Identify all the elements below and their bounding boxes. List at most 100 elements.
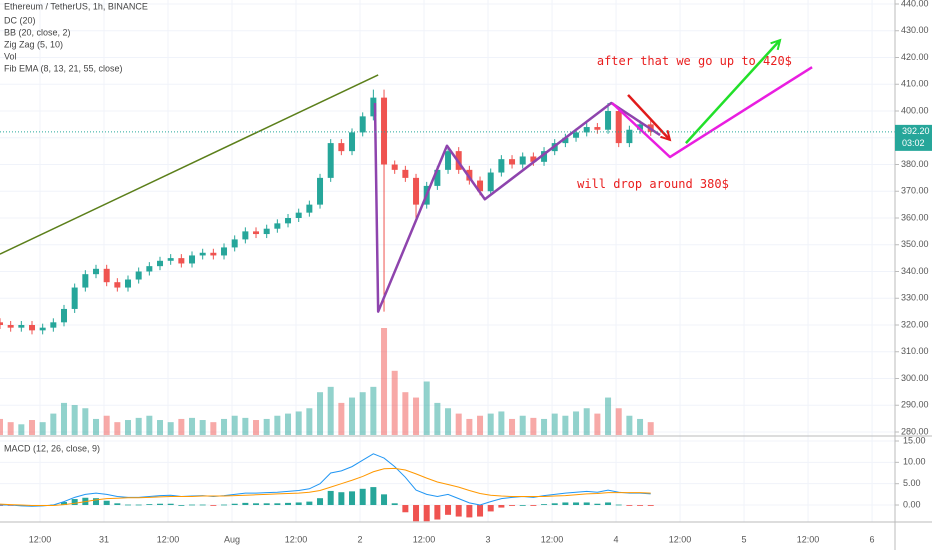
macd-histogram-bar (498, 505, 505, 508)
candle-body (477, 180, 484, 192)
candle-body (114, 282, 121, 288)
volume-bar (274, 415, 281, 435)
annotation: will drop around 380$ (577, 177, 729, 191)
macd-histogram-bar (157, 503, 164, 506)
volume-bar (551, 413, 558, 435)
volume-bar (647, 422, 654, 435)
macd-histogram-bar (519, 505, 526, 506)
volume-bar (29, 420, 36, 435)
volume-bar (231, 415, 238, 435)
macd-histogram-bar (626, 505, 633, 506)
macd-histogram-bar (295, 502, 302, 506)
volume-bar (167, 422, 174, 435)
macd-histogram-bar (135, 504, 142, 506)
x-tick-label: 12:00 (541, 534, 564, 544)
volume-bar (498, 411, 505, 435)
volume-bar (146, 415, 153, 435)
candle-body (413, 177, 420, 205)
macd-histogram-bar (327, 490, 334, 506)
candle-body (103, 268, 110, 283)
macd-histogram-bar (359, 488, 366, 506)
volume-bar (466, 418, 473, 435)
volume-bar (615, 408, 622, 435)
macd-histogram-bar (455, 505, 462, 517)
candle-body (466, 169, 473, 181)
y-tick-label: 290.00 (901, 400, 929, 410)
candle-body (605, 111, 612, 130)
volume-bar (178, 418, 185, 435)
candle-body (391, 164, 398, 170)
candle-body (317, 177, 324, 205)
last-price-label: 392.20 (902, 126, 930, 136)
y-tick-label: 320.00 (901, 319, 929, 329)
candle-body (167, 258, 174, 261)
volume-bar (114, 422, 121, 435)
candle-body (274, 223, 281, 229)
macd-histogram-bar (61, 502, 68, 506)
volume-bar (135, 417, 142, 435)
volume-bar (487, 413, 494, 435)
candle-body (125, 279, 132, 288)
volume-bar (295, 411, 302, 435)
x-tick-label: 12:00 (157, 534, 180, 544)
indicator-label: DC (20) (4, 15, 36, 25)
candle-body (285, 218, 292, 224)
volume-bar (626, 415, 633, 435)
y-tick-label: 380.00 (901, 159, 929, 169)
volume-bar (157, 420, 164, 435)
y-tick-label: 5.00 (903, 478, 921, 488)
macd-histogram-bar (637, 505, 644, 506)
y-tick-label: 340.00 (901, 266, 929, 276)
macd-histogram-bar (253, 503, 260, 506)
candle-body (498, 159, 505, 173)
x-tick-label: 12:00 (413, 534, 436, 544)
indicator-label: BB (20, close, 2) (4, 27, 71, 37)
volume-bar (423, 381, 430, 435)
candle-body (231, 239, 238, 248)
macd-histogram-bar (402, 505, 409, 513)
candle-body (637, 124, 644, 130)
macd-histogram-bar (242, 502, 249, 506)
volume-bar (530, 417, 537, 435)
volume-bar (413, 397, 420, 435)
macd-histogram-bar (93, 498, 100, 506)
candle-body (135, 271, 142, 280)
x-tick-label: 2 (358, 534, 363, 544)
macd-histogram-bar (263, 503, 270, 506)
volume-bar (519, 415, 526, 435)
macd-histogram-bar (541, 504, 548, 506)
volume-bar (50, 413, 57, 435)
macd-histogram-bar (114, 503, 121, 506)
macd-histogram-bar (391, 503, 398, 506)
volume-bar (285, 413, 292, 435)
candle-body (583, 127, 590, 133)
candle-body (402, 169, 409, 178)
candle-body (626, 129, 633, 144)
y-tick-label: 10.00 (903, 457, 926, 467)
volume-bar (71, 405, 78, 435)
candle-body (242, 231, 249, 240)
volume-bar (82, 408, 89, 435)
volume-bar (103, 415, 110, 435)
x-tick-label: 5 (742, 534, 747, 544)
macd-histogram-bar (370, 487, 377, 506)
volume-bar (477, 415, 484, 435)
x-tick-label: 4 (614, 534, 619, 544)
volume-bar (327, 386, 334, 435)
candle-body (338, 143, 345, 152)
macd-histogram-bar (487, 505, 494, 512)
macd-histogram-bar (103, 500, 110, 506)
volume-bar (317, 392, 324, 435)
x-tick-label: 31 (99, 534, 109, 544)
candle-body (349, 132, 356, 152)
volume-bar (18, 424, 25, 435)
volume-bar (253, 420, 260, 435)
y-tick-label: 410.00 (901, 79, 929, 89)
candle-body (210, 252, 217, 256)
macd-histogram-bar (210, 505, 217, 506)
macd-histogram-bar (338, 492, 345, 506)
volume-bar (402, 392, 409, 435)
volume-bar (210, 422, 217, 435)
last-price-box (895, 124, 932, 151)
